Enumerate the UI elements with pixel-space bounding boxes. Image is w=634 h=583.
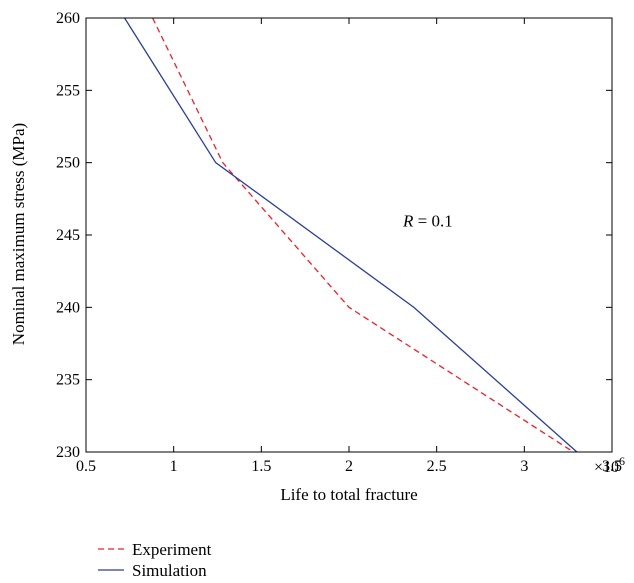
r-ratio-annotation: R = 0.1: [402, 211, 453, 230]
legend-label-simulation: Simulation: [132, 561, 207, 580]
series-line-simulation: [124, 17, 578, 453]
series-line-experiment: [152, 17, 574, 453]
y-tick-label: 245: [56, 227, 80, 244]
x-tick-label: 2: [345, 458, 353, 475]
y-tick-label: 255: [56, 82, 80, 99]
x-tick-label: 0.5: [76, 458, 96, 475]
annotation-value: = 0.1: [413, 211, 452, 230]
y-tick-label: 240: [56, 299, 80, 316]
plot-area: [85, 17, 613, 453]
x-tick-label: 1: [170, 458, 178, 475]
x-tick-labels: 0.5 1 1.5 2 2.5 3 3.5: [76, 458, 622, 475]
y-tick-label: 250: [56, 155, 80, 172]
legend-label-experiment: Experiment: [132, 540, 212, 559]
y-tick-label: 230: [56, 444, 80, 461]
y-axis-label: Nominal maximum stress (MPa): [9, 123, 28, 345]
x-axis-label: Life to total fracture: [280, 485, 417, 504]
x-tick-label: 1.5: [251, 458, 271, 475]
legend: Experiment Simulation: [98, 540, 212, 580]
y-tick-labels: 230 235 240 245 250 255 260: [56, 10, 80, 461]
x-tick-label: 3: [520, 458, 528, 475]
x-scale-label: ×10: [594, 459, 619, 476]
series-layer: [124, 17, 578, 453]
y-tick-label: 235: [56, 372, 80, 389]
x-tick-label: 2.5: [427, 458, 447, 475]
annotation-variable: R: [402, 211, 414, 230]
x-scale-factor: ×106: [594, 454, 625, 476]
x-tick-label: 3.5: [602, 458, 622, 475]
y-tick-label: 260: [56, 10, 80, 27]
x-scale-exponent: 6: [619, 454, 625, 468]
